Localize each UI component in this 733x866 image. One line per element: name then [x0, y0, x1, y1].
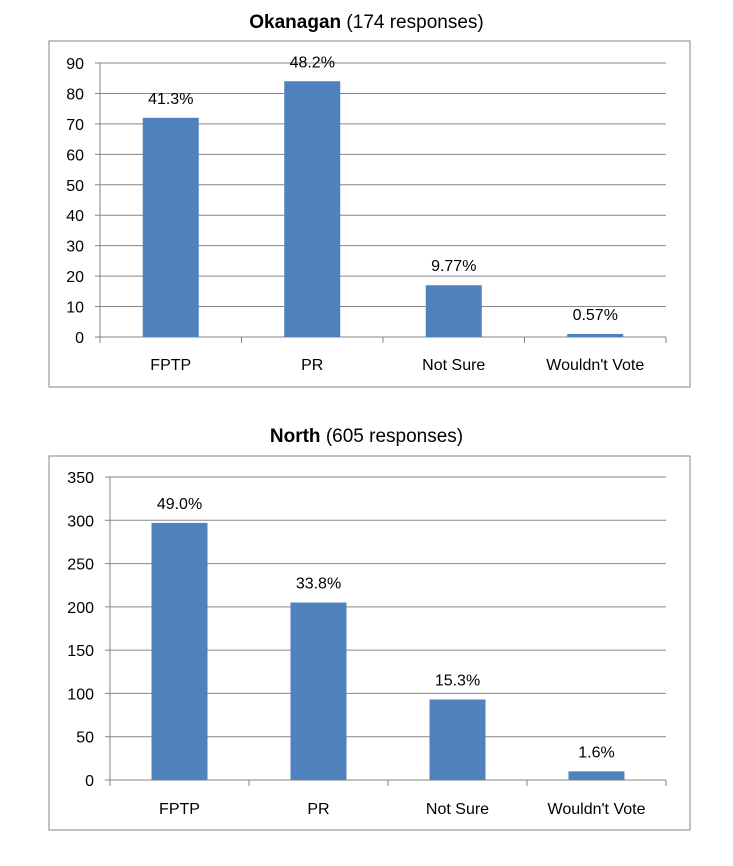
okanagan-title: Okanagan [249, 12, 342, 33]
north-data-label: 49.0% [157, 496, 202, 513]
okanagan-y-tick-label: 20 [66, 269, 84, 286]
okanagan-data-label: 0.57% [573, 307, 618, 324]
okanagan-bar [142, 117, 199, 337]
north-subtitle: (605 responses) [325, 426, 464, 447]
okanagan-y-tick-label: 60 [66, 147, 84, 164]
north-y-tick-label: 200 [67, 600, 94, 617]
north-data-label: 33.8% [296, 576, 341, 593]
okanagan-data-label: 48.2% [290, 54, 335, 71]
okanagan-y-tick-label: 90 [66, 56, 84, 73]
okanagan-data-label: 41.3% [148, 91, 193, 108]
okanagan-bar [567, 333, 624, 337]
north-category-label: PR [307, 801, 329, 818]
north-y-tick-label: 350 [67, 470, 94, 487]
north-y-tick-label: 150 [67, 643, 94, 660]
okanagan-y-tick-label: 70 [66, 117, 84, 134]
north-data-label: 15.3% [435, 672, 480, 689]
okanagan-chart: 0 10 20 30 40 50 60 70 80 90 41.3% FPTP 48.2% PR 9.77%… [48, 40, 691, 388]
north-y-tick-label: 250 [67, 557, 94, 574]
north-y-tick-label: 300 [67, 513, 94, 530]
okanagan-y-tick-label: 10 [66, 300, 84, 317]
okanagan-y-tick-label: 80 [66, 86, 84, 103]
okanagan-category-label: Not Sure [422, 357, 485, 374]
north-chart-title: North (605 responses) [0, 426, 733, 448]
okanagan-bar [425, 285, 482, 337]
okanagan-category-label: PR [301, 357, 323, 374]
okanagan-subtitle: (174 responses) [346, 12, 484, 33]
north-y-tick-label: 50 [76, 730, 94, 747]
north-title: North [269, 426, 321, 447]
okanagan-category-label: FPTP [150, 357, 191, 374]
north-y-tick-label: 0 [85, 773, 94, 790]
okanagan-chart-title: Okanagan (174 responses) [0, 12, 733, 34]
north-category-label: FPTP [159, 801, 200, 818]
north-data-label: 1.6% [578, 744, 614, 761]
okanagan-data-label: 9.77% [431, 258, 476, 275]
north-bar [568, 771, 625, 780]
okanagan-y-tick-label: 40 [66, 208, 84, 225]
okanagan-y-tick-label: 50 [66, 178, 84, 195]
okanagan-y-tick-label: 30 [66, 239, 84, 256]
north-bar [429, 699, 486, 780]
north-chart: 0 50 100 150 200 250 300 350 49.0% FPTP 33.8% PR 15.… [48, 455, 691, 831]
north-bar [290, 602, 347, 780]
okanagan-category-label: Wouldn't Vote [546, 357, 644, 374]
north-category-label: Not Sure [426, 801, 489, 818]
okanagan-bar [284, 81, 341, 338]
north-y-tick-label: 100 [67, 686, 94, 703]
north-bar [151, 522, 208, 780]
okanagan-y-tick-label: 0 [75, 330, 84, 347]
north-category-label: Wouldn't Vote [548, 801, 646, 818]
